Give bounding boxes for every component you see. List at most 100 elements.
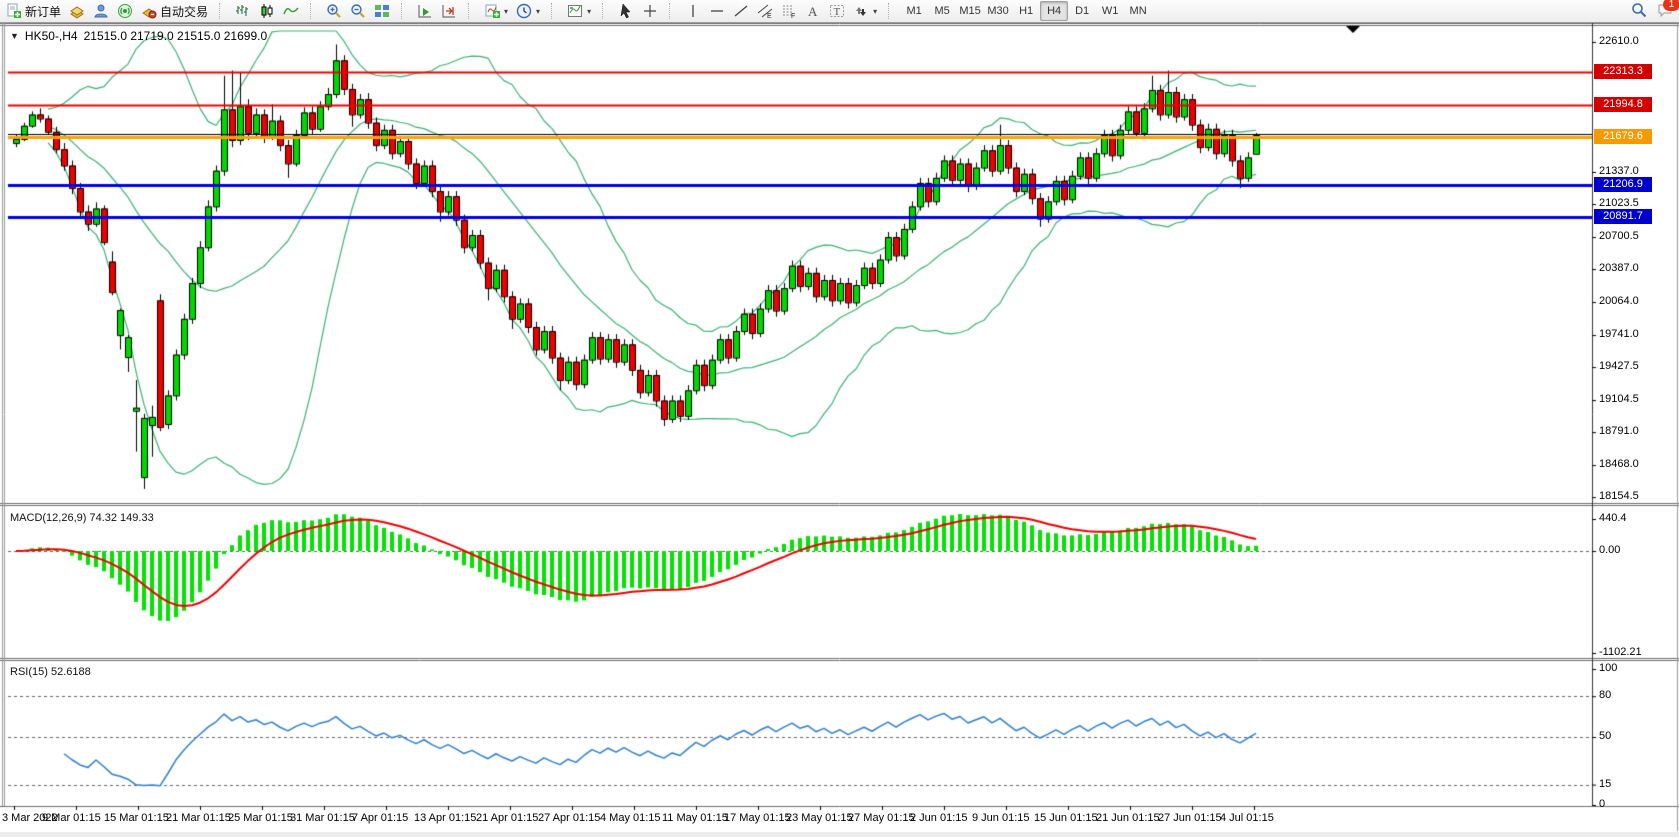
signals-button[interactable] (113, 0, 137, 22)
price-axis-tick: 19427.5 (1599, 360, 1639, 372)
candlestick-icon (259, 3, 275, 19)
timeframe-toolbar: M1 M5 M15 M30 H1 H4 D1 W1 MN (898, 0, 1154, 22)
search-icon[interactable] (1631, 2, 1647, 21)
ohlc-collapse-icon[interactable]: ▼ (10, 31, 19, 41)
price-axis-tick: 18154.5 (1599, 490, 1639, 502)
autotrading-button[interactable]: 自动交易 (137, 0, 212, 22)
bar-chart-button[interactable] (231, 0, 255, 22)
chevron-down-icon[interactable]: ▾ (873, 6, 878, 16)
time-axis-tick: 25 Mar 01:15 (228, 812, 293, 824)
open-chart-icon (69, 3, 85, 19)
clock-icon (516, 3, 532, 19)
zoom-out-button[interactable] (346, 0, 370, 22)
toolbar-group: 新订单 自动交易 (0, 0, 214, 22)
line-chart-icon (283, 3, 299, 19)
toolbar-separator (468, 3, 475, 19)
price-axis-tick: 21023.5 (1599, 197, 1639, 209)
cursor-icon (618, 3, 634, 19)
timeframe-m15-button[interactable]: M15 (959, 5, 981, 17)
text-label-button[interactable]: T (825, 0, 849, 22)
svg-text:F: F (791, 13, 795, 19)
vertical-line-button[interactable] (681, 0, 705, 22)
indicators-button[interactable]: ▾ (480, 0, 512, 22)
time-axis-tick: 27 May 01:15 (848, 812, 915, 824)
profile-button[interactable] (89, 0, 113, 22)
arrows-button[interactable]: ▾ (849, 0, 881, 22)
time-axis-tick: 27 Apr 01:15 (538, 812, 601, 824)
time-axis-tick: 13 Apr 01:15 (414, 812, 477, 824)
time-axis-tick: 2 Jun 01:15 (910, 812, 968, 824)
price-axis-tick: 19104.5 (1599, 393, 1639, 405)
price-axis-tick: 20700.5 (1599, 230, 1639, 242)
templates-button[interactable]: ▾ (563, 0, 595, 22)
chart-window: ▼ HK50-,H4 21515.0 21719.0 21515.0 21699… (0, 23, 1679, 832)
time-axis-tick: 21 Mar 01:15 (166, 812, 231, 824)
price-axis-tick: 18791.0 (1599, 425, 1639, 437)
timeframe-m30-button[interactable]: M30 (987, 5, 1009, 17)
toolbar-group: ▾ (561, 0, 597, 22)
timeframe-w1-button[interactable]: W1 (1101, 5, 1119, 17)
trendline-button[interactable] (729, 0, 753, 22)
price-axis-tick: 18468.0 (1599, 458, 1639, 470)
toolbar-right: 1 (1631, 0, 1679, 21)
time-axis-tick: 4 May 01:15 (600, 812, 661, 824)
zoom-in-button[interactable] (322, 0, 346, 22)
hline-icon (709, 3, 725, 19)
notifications-button[interactable]: 1 (1657, 0, 1679, 21)
main-chart[interactable] (0, 23, 1679, 832)
auto-scroll-button[interactable] (413, 0, 437, 22)
channel-icon: E (757, 3, 773, 19)
text-icon: A (805, 3, 821, 19)
text-button[interactable]: A (801, 0, 825, 22)
chart-info-line: ▼ HK50-,H4 21515.0 21719.0 21515.0 21699… (10, 29, 267, 43)
fibonacci-icon: F (781, 3, 797, 19)
timeframe-m5-button[interactable]: M5 (934, 5, 950, 17)
time-axis-tick: 3 Mar 2022 (2, 812, 58, 824)
time-axis-tick: 21 Jun 01:15 (1096, 812, 1160, 824)
toolbar-group: E F A T ▾ (679, 0, 883, 22)
toolbar-group (320, 0, 396, 22)
fibonacci-button[interactable]: F (777, 0, 801, 22)
periods-button[interactable]: ▾ (512, 0, 544, 22)
candlestick-chart-button[interactable] (255, 0, 279, 22)
time-axis-tick: 9 Jun 01:15 (972, 812, 1030, 824)
channel-button[interactable]: E (753, 0, 777, 22)
toolbar-group (411, 0, 463, 22)
tile-windows-button[interactable] (370, 0, 394, 22)
open-chart-button[interactable] (65, 0, 89, 22)
time-axis-tick: 21 Apr 01:15 (476, 812, 539, 824)
horizontal-line-button[interactable] (705, 0, 729, 22)
timeframe-d1-button[interactable]: D1 (1075, 5, 1090, 17)
toolbar-separator (310, 3, 317, 19)
timeframe-m1-button[interactable]: M1 (906, 5, 922, 17)
time-axis-tick: 15 Jun 01:15 (1034, 812, 1098, 824)
cursor-button[interactable] (614, 0, 638, 22)
toolbar-group (229, 0, 305, 22)
toolbar-group (612, 0, 664, 22)
time-axis-tick: 17 May 01:15 (724, 812, 791, 824)
price-level-badge: 20891.7 (1594, 209, 1652, 224)
svg-text:A: A (808, 4, 818, 19)
chevron-down-icon[interactable]: ▾ (504, 6, 509, 16)
crosshair-button[interactable] (638, 0, 662, 22)
chevron-down-icon[interactable]: ▾ (536, 6, 541, 16)
trendline-icon (733, 3, 749, 19)
toolbar-separator (602, 3, 609, 19)
timeframe-h1-button[interactable]: H1 (1019, 5, 1034, 17)
svg-text:E: E (767, 13, 772, 19)
price-axis-tick: 20387.0 (1599, 262, 1639, 274)
chart-shift-button[interactable] (437, 0, 461, 22)
line-chart-button[interactable] (279, 0, 303, 22)
chevron-down-icon[interactable]: ▾ (587, 6, 592, 16)
rsi-axis-tick: 0 (1599, 798, 1606, 810)
toolbar-group: ▾ ▾ (478, 0, 546, 22)
crosshair-icon (642, 3, 658, 19)
macd-indicator-label: MACD(12,26,9) 74.32 149.33 (10, 512, 154, 524)
indicators-icon (484, 3, 501, 19)
new-order-button[interactable]: 新订单 (2, 0, 65, 22)
autotrade-icon (141, 3, 157, 19)
timeframe-h4-button[interactable]: H4 (1040, 1, 1069, 21)
price-level-badge: 22313.3 (1594, 64, 1652, 79)
timeframe-mn-button[interactable]: MN (1129, 5, 1147, 17)
